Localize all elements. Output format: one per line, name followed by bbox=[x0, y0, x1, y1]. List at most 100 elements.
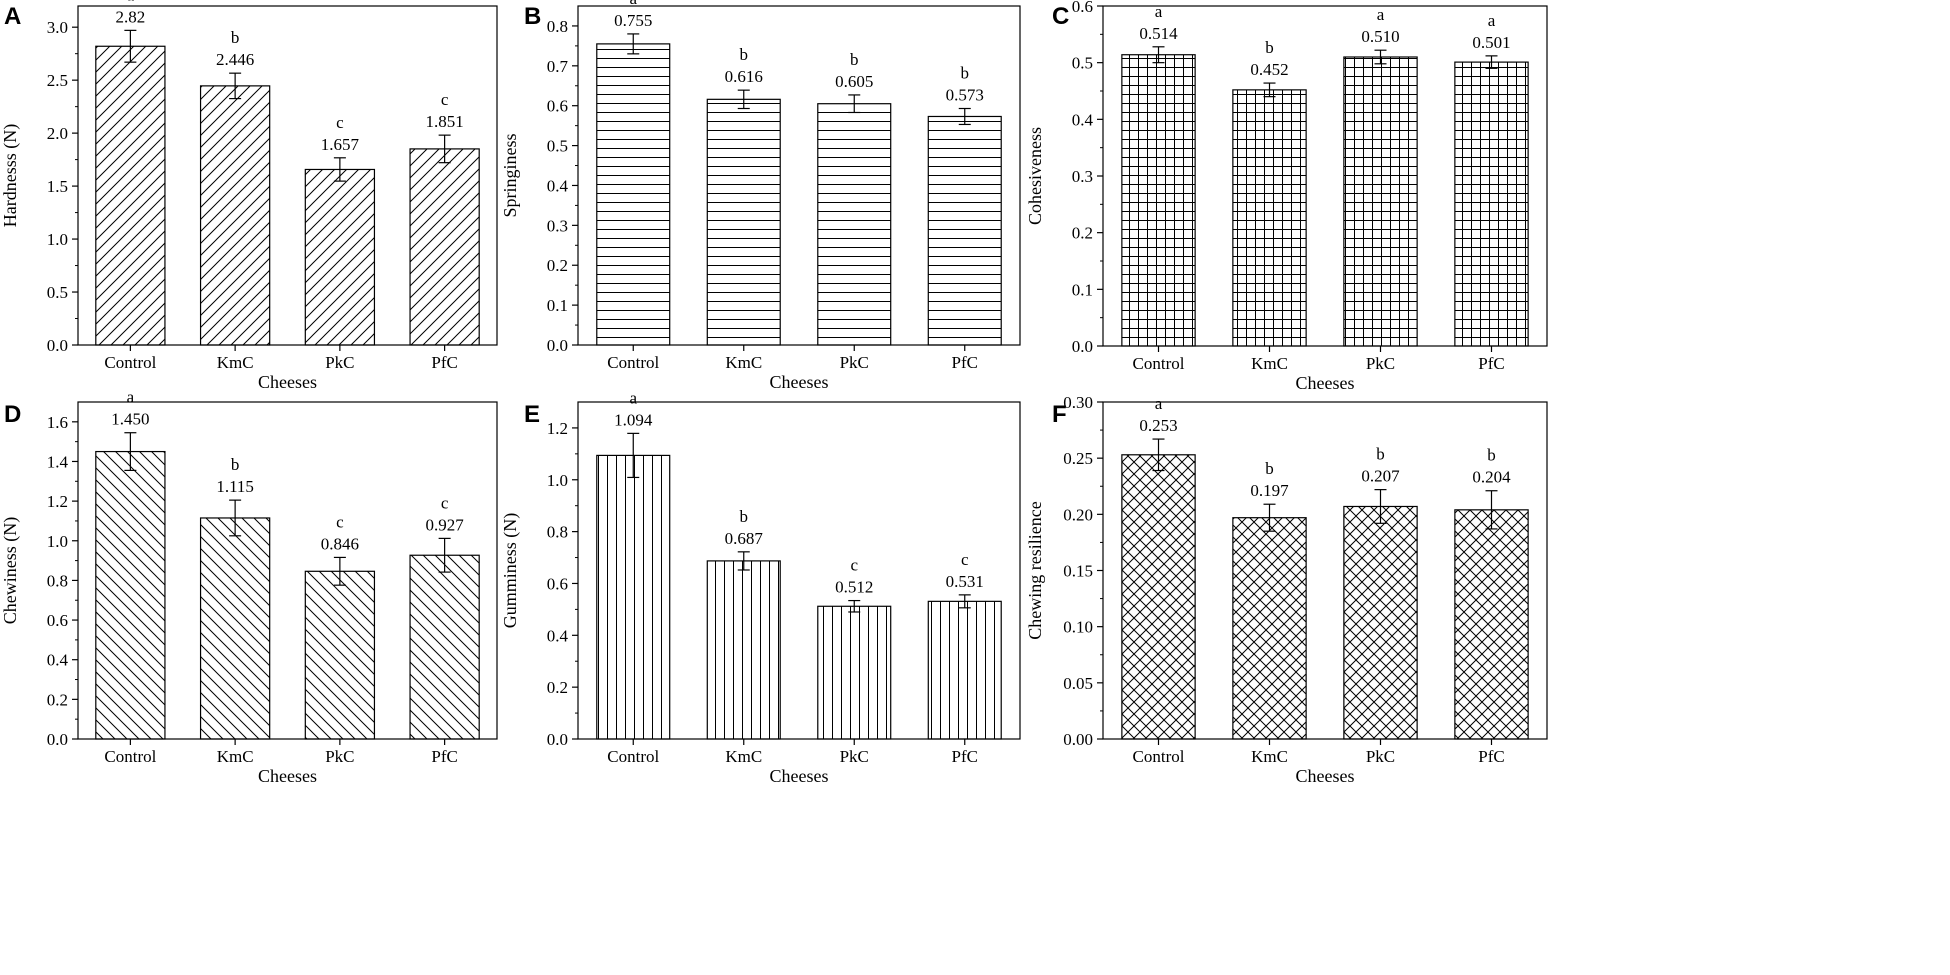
x-tick-label: PfC bbox=[952, 747, 978, 766]
x-tick-label: Control bbox=[1133, 747, 1185, 766]
panel-a: A 0.0 0.5 1.0 1.5 2.0 2.5 3.0 Hardnesss (N) Chees… bbox=[0, 0, 498, 392]
y-tick-label: 0.5 bbox=[47, 283, 68, 302]
y-tick-label: 0.00 bbox=[1063, 730, 1093, 749]
significance-letter: a bbox=[1488, 11, 1496, 30]
panel-letter: A bbox=[4, 3, 21, 30]
data-label: 0.452 bbox=[1250, 60, 1288, 79]
data-label: 0.512 bbox=[835, 578, 873, 597]
x-axis-title: Cheeses bbox=[1296, 766, 1355, 786]
significance-letter: c bbox=[850, 556, 858, 575]
x-tick-label: KmC bbox=[1251, 354, 1288, 373]
significance-letter: c bbox=[336, 512, 344, 531]
y-tick-label: 1.0 bbox=[47, 532, 68, 551]
data-label: 1.657 bbox=[321, 135, 360, 154]
bar bbox=[199, 517, 271, 740]
x-tick-label: KmC bbox=[217, 353, 254, 372]
data-label: 0.514 bbox=[1139, 24, 1178, 43]
significance-letter: b bbox=[1487, 446, 1496, 465]
y-axis-title: Chewiness (N) bbox=[0, 517, 21, 624]
significance-letter: b bbox=[231, 455, 240, 474]
significance-letter: a bbox=[127, 0, 135, 4]
panel-letter: F bbox=[1052, 401, 1067, 428]
x-tick-label: KmC bbox=[725, 353, 762, 372]
bar bbox=[1454, 61, 1529, 347]
bar bbox=[95, 45, 166, 346]
significance-letter: c bbox=[441, 90, 449, 109]
y-tick-label: 1.5 bbox=[47, 177, 68, 196]
bar bbox=[1121, 454, 1196, 740]
y-tick-label: 1.0 bbox=[547, 471, 568, 490]
significance-letter: a bbox=[127, 388, 135, 407]
bar bbox=[596, 454, 671, 740]
y-tick-label: 1.2 bbox=[47, 492, 68, 511]
bar bbox=[596, 43, 671, 346]
y-tick-label: 0.0 bbox=[547, 730, 568, 749]
y-tick-label: 0.2 bbox=[47, 690, 68, 709]
y-tick-label: 0.5 bbox=[547, 137, 568, 156]
y-tick-label: 0.2 bbox=[547, 256, 568, 275]
significance-letter: b bbox=[850, 50, 859, 69]
significance-letter: b bbox=[961, 63, 970, 82]
y-tick-label: 0.5 bbox=[1072, 54, 1093, 73]
x-axis-title: Cheeses bbox=[258, 766, 317, 786]
panel-letter: E bbox=[524, 401, 540, 428]
significance-letter: b bbox=[231, 28, 240, 47]
significance-letter: b bbox=[1265, 38, 1274, 57]
data-label: 0.197 bbox=[1250, 481, 1289, 500]
y-tick-label: 0.6 bbox=[547, 97, 568, 116]
y-tick-label: 0.4 bbox=[47, 651, 69, 670]
data-label: 0.846 bbox=[321, 534, 359, 553]
bar bbox=[817, 103, 892, 346]
significance-letter: a bbox=[629, 0, 637, 8]
data-label: 1.851 bbox=[426, 112, 464, 131]
x-tick-label: PkC bbox=[325, 747, 354, 766]
significance-letter: a bbox=[629, 388, 637, 407]
y-tick-label: 0.1 bbox=[1072, 280, 1093, 299]
data-label: 0.531 bbox=[946, 572, 984, 591]
panel-d: D 0.0 0.2 0.4 0.6 0.8 1.0 1.2 1.4 1.6 Chewiness (N… bbox=[0, 388, 498, 786]
x-tick-label: PkC bbox=[1366, 354, 1395, 373]
plot-frame bbox=[77, 401, 498, 740]
data-label: 0.573 bbox=[946, 85, 984, 104]
x-tick-label: Control bbox=[104, 353, 156, 372]
y-tick-label: 0.6 bbox=[547, 574, 568, 593]
y-tick-label: 0.7 bbox=[547, 57, 569, 76]
bar bbox=[1121, 54, 1196, 347]
plot-frame bbox=[577, 5, 1021, 346]
data-label: 0.755 bbox=[614, 11, 652, 30]
y-tick-label: 1.6 bbox=[47, 413, 68, 432]
y-tick-label: 1.2 bbox=[547, 419, 568, 438]
bar bbox=[199, 85, 271, 346]
y-tick-label: 2.0 bbox=[47, 124, 68, 143]
bar bbox=[706, 560, 781, 740]
data-label: 0.510 bbox=[1361, 27, 1399, 46]
x-tick-label: PfC bbox=[1478, 747, 1504, 766]
x-axis-title: Cheeses bbox=[770, 372, 829, 392]
y-tick-label: 0.4 bbox=[547, 626, 569, 645]
y-tick-label: 0.4 bbox=[547, 176, 569, 195]
y-tick-label: 0.2 bbox=[1072, 224, 1093, 243]
data-label: 1.115 bbox=[216, 477, 254, 496]
y-tick-label: 0.6 bbox=[47, 611, 68, 630]
y-tick-label: 3.0 bbox=[47, 18, 68, 37]
bar bbox=[1343, 505, 1418, 740]
y-tick-label: 0.20 bbox=[1063, 505, 1093, 524]
y-tick-label: 1.0 bbox=[47, 230, 68, 249]
bar bbox=[95, 450, 166, 740]
y-tick-label: 0.30 bbox=[1063, 393, 1093, 412]
x-tick-label: Control bbox=[607, 353, 659, 372]
data-label: 1.094 bbox=[614, 410, 653, 429]
x-tick-label: KmC bbox=[725, 747, 762, 766]
bar bbox=[1232, 89, 1307, 347]
y-axis-title: Cohesiveness bbox=[1025, 127, 1045, 225]
x-tick-label: PfC bbox=[952, 353, 978, 372]
y-tick-label: 2.5 bbox=[47, 71, 68, 90]
x-tick-label: KmC bbox=[217, 747, 254, 766]
data-label: 1.450 bbox=[111, 410, 149, 429]
panel-c: C 0.0 0.1 0.2 0.3 0.4 0.5 0.6 Cohesiveness Cheese… bbox=[1025, 0, 1548, 393]
y-tick-label: 0.0 bbox=[47, 730, 68, 749]
y-tick-label: 1.4 bbox=[47, 452, 69, 471]
data-label: 2.82 bbox=[116, 7, 146, 26]
x-tick-label: PkC bbox=[840, 747, 869, 766]
